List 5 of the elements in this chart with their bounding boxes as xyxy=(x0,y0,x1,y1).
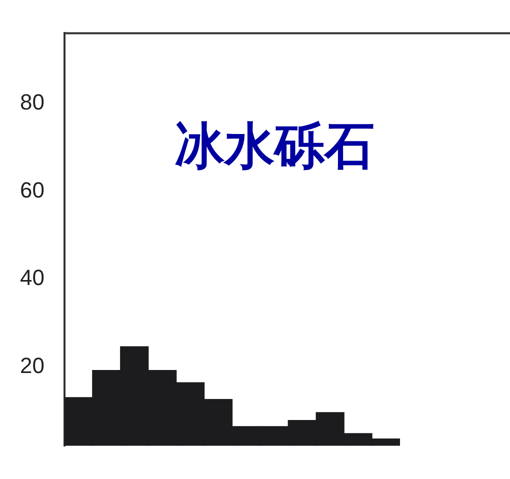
text: 冰水砾石 xyxy=(174,117,374,176)
y-tick-label: 20 xyxy=(20,352,44,378)
y-tick-label: 60 xyxy=(20,177,44,202)
y-tick-label: 40 xyxy=(20,265,44,290)
y-tick-label: 80 xyxy=(20,89,44,114)
